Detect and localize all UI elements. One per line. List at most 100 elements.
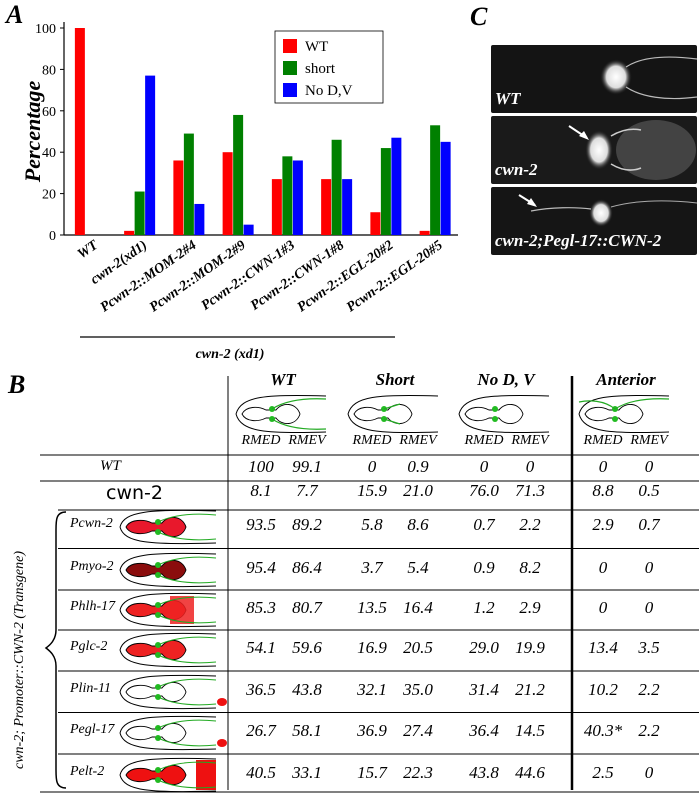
table-cell: 0 — [598, 598, 608, 617]
table-cell: 80.7 — [292, 598, 322, 617]
table-cell: 21.2 — [515, 680, 545, 699]
table-cell: 36.4 — [469, 721, 499, 740]
axon-line — [383, 403, 401, 410]
table-cell: 29.0 — [469, 638, 499, 657]
table-cell: 0 — [644, 763, 654, 782]
table-cell: 13.4 — [588, 638, 618, 657]
panel-letter-c: C — [470, 2, 488, 31]
table-cell: 43.8 — [469, 763, 499, 782]
table-cell: 85.3 — [246, 598, 276, 617]
expression-region — [217, 739, 227, 747]
bar — [321, 179, 332, 235]
table-cell: 10.2 — [588, 680, 618, 699]
micrograph-image — [491, 187, 697, 255]
table-subheader: RMED — [464, 433, 504, 448]
bar — [331, 139, 342, 235]
table-cell: 2.2 — [638, 680, 660, 699]
worm-head-icon — [119, 632, 217, 668]
axon-line — [157, 719, 217, 729]
table-cell: 16.4 — [403, 598, 433, 617]
table-group-header: No D, V — [477, 370, 535, 389]
table-cell: 26.7 — [246, 721, 276, 740]
pharynx-icon — [125, 640, 187, 660]
legend-swatch — [283, 61, 297, 75]
neuron-dot — [492, 406, 498, 412]
table-cell: 76.0 — [469, 481, 499, 500]
axon-line — [578, 400, 616, 410]
worm-head-icon — [119, 715, 217, 751]
pharynx-icon — [125, 517, 187, 537]
worm-head-icon — [119, 592, 217, 628]
bar — [271, 179, 282, 235]
table-cell: 19.9 — [515, 638, 545, 657]
bar — [370, 212, 381, 235]
table-cell: 33.1 — [292, 763, 322, 782]
micrograph-label: cwn-2 — [495, 160, 538, 179]
bar — [173, 160, 184, 235]
micrograph-label: WT — [495, 89, 521, 108]
table-cell: 0 — [479, 457, 489, 476]
y-tick-label: 20 — [42, 188, 56, 203]
table-cell: 36.9 — [357, 721, 387, 740]
axon-line — [157, 761, 217, 771]
axon-line — [157, 556, 217, 566]
worm-head-icon — [578, 394, 670, 434]
table-cell: 0.7 — [638, 515, 660, 534]
table-cell: 14.5 — [515, 721, 545, 740]
axon-line — [157, 696, 217, 706]
table-cell: 35.0 — [403, 680, 433, 699]
table-subheader: RMEV — [630, 433, 668, 448]
table-cell: 2.5 — [592, 763, 614, 782]
expression-region — [170, 596, 194, 624]
axon-line — [383, 418, 401, 425]
bar — [183, 133, 194, 235]
bar — [430, 125, 441, 235]
table-cell: 0 — [367, 457, 377, 476]
table-cell: 58.1 — [292, 721, 322, 740]
pharynx-icon — [584, 404, 644, 424]
y-tick-label: 60 — [42, 105, 56, 120]
table-cell: 40.5 — [246, 763, 276, 782]
table-cell: 0.9 — [473, 558, 495, 577]
pharynx-icon — [353, 404, 413, 424]
axon-line — [157, 779, 217, 789]
bar — [124, 230, 135, 235]
table-subheader: RMED — [241, 433, 281, 448]
table-cell: 36.5 — [246, 680, 276, 699]
panel-letter-a: A — [6, 0, 24, 29]
table-cell: 0 — [644, 598, 654, 617]
table-subheader: RMED — [583, 433, 623, 448]
table-cell: 86.4 — [292, 558, 322, 577]
table-row-label: Pglc-2 — [70, 639, 108, 654]
table-cell: 2.2 — [638, 721, 660, 740]
axon-line — [614, 398, 670, 410]
table-group-header: WT — [270, 370, 296, 389]
table-cell: 0.9 — [407, 457, 429, 476]
table-cell: 40.3* — [583, 721, 623, 740]
micrograph-cwn-2-pegl-17: cwn-2;Pegl-17::CWN-2 — [491, 187, 697, 255]
bar-chart: 020406080100PercentageWTcwn-2(xd1)Pcwn-2… — [20, 22, 458, 362]
micrograph-wt: WT — [491, 45, 697, 113]
table-cell: 0 — [525, 457, 535, 476]
table-cell: 0 — [644, 457, 654, 476]
table-cell: 43.8 — [292, 680, 322, 699]
table-cell: 32.1 — [357, 680, 387, 699]
table-cell: 2.2 — [519, 515, 541, 534]
table-cell: 95.4 — [246, 558, 276, 577]
table-cell: 8.1 — [250, 481, 272, 500]
bar — [243, 224, 254, 235]
table-row-label: WT — [100, 458, 121, 474]
pharynx-icon — [125, 765, 187, 785]
worm-head-icon — [347, 394, 439, 434]
table-group-header: Short — [375, 370, 415, 389]
table-cell: 3.7 — [361, 558, 383, 577]
table-group-header: Anterior — [596, 370, 656, 389]
expression-region — [196, 760, 216, 790]
pharynx-icon — [125, 723, 187, 743]
table-cell: 21.0 — [403, 481, 433, 500]
axon-line — [157, 678, 217, 688]
micrograph-cwn-2: cwn-2 — [491, 116, 697, 184]
table-subheader: RMEV — [288, 433, 326, 448]
